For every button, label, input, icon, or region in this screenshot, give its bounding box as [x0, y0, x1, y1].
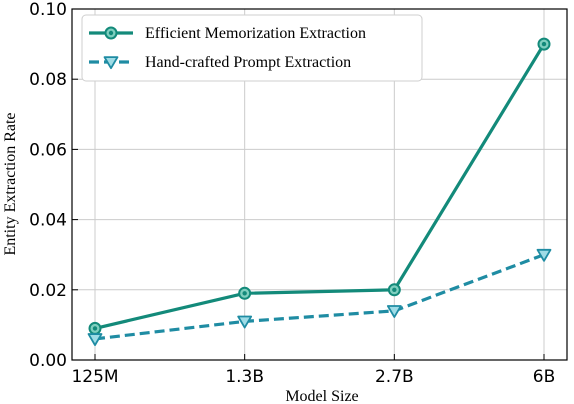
- y-tick-label: 0.06: [29, 140, 67, 160]
- series-layer: [87, 37, 552, 347]
- x-axis-title: Model Size: [285, 388, 358, 404]
- x-tick-label: 2.7B: [375, 367, 414, 387]
- data-point: [237, 315, 253, 329]
- legend-marker: [103, 56, 119, 70]
- series-line: [94, 253, 545, 341]
- y-tick-label: 0.10: [29, 0, 67, 20]
- series-line: [94, 43, 546, 330]
- legend-marker-center: [108, 30, 114, 36]
- x-axis: 125M 1.3B 2.7B 6B: [71, 354, 555, 387]
- series-1: [88, 37, 551, 335]
- y-axis-title: Entity Extraction Rate: [2, 112, 19, 255]
- data-point-center: [242, 291, 247, 296]
- y-tick-label: 0.02: [29, 281, 67, 301]
- y-axis: 0.00 0.02 0.04 0.06 0.08 0.10: [29, 0, 78, 371]
- data-point: [536, 248, 552, 262]
- series-2: [87, 248, 552, 347]
- data-point-center: [392, 287, 397, 292]
- y-tick-label: 0.00: [29, 351, 67, 371]
- x-tick-label: 125M: [71, 367, 118, 387]
- data-point-center: [541, 41, 547, 47]
- legend-label: Hand-crafted Prompt Extraction: [145, 54, 351, 71]
- legend: Efficient Memorization Extraction Hand-cr…: [81, 14, 423, 82]
- y-tick-label: 0.08: [29, 70, 67, 90]
- legend-label: Efficient Memorization Extraction: [145, 25, 366, 42]
- y-tick-label: 0.04: [29, 211, 67, 231]
- x-tick-label: 1.3B: [225, 367, 264, 387]
- x-tick-label: 6B: [533, 367, 555, 387]
- plot-frame: [71, 8, 568, 361]
- data-point: [87, 333, 103, 347]
- legend-box: [81, 14, 423, 82]
- data-point: [386, 305, 402, 318]
- data-point-center: [92, 326, 98, 331]
